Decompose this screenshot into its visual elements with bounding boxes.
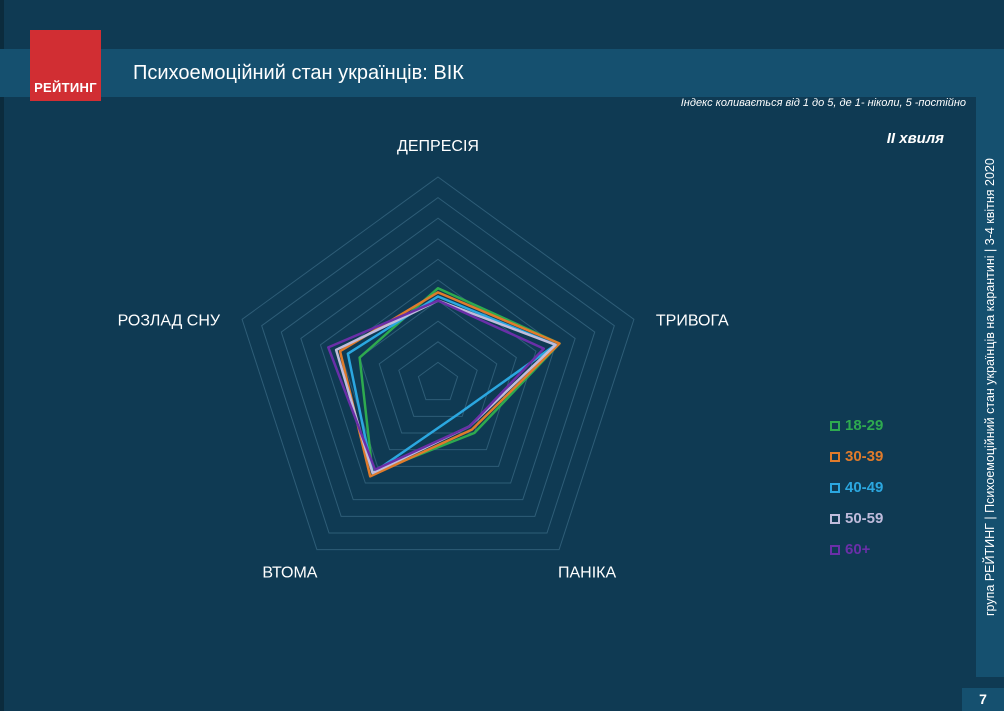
legend-swatch [830, 451, 840, 462]
legend-item-60+: 60+ [830, 534, 883, 565]
page-title: Психоемоційний стан українців: ВІК [133, 62, 464, 84]
header-band [0, 49, 1004, 97]
grid-ring-7 [300, 238, 576, 501]
axis-label-0: ДЕПРЕСІЯ [397, 138, 479, 155]
legend-item-18-29: 18-29 [830, 410, 883, 441]
legend-swatch [830, 420, 840, 431]
legend-label: 40-49 [845, 479, 884, 496]
series-60+-line [327, 299, 546, 471]
legend-item-40-49: 40-49 [830, 472, 883, 503]
grid-ring-4 [359, 299, 517, 451]
grid-ring-6 [319, 258, 557, 484]
legend-swatch [830, 513, 840, 524]
legend-swatch [830, 544, 840, 555]
rating-logo: РЕЙТИНГ [30, 30, 101, 101]
series-30-39-line [338, 291, 561, 478]
legend-item-50-59: 50-59 [830, 503, 883, 534]
left-edge-strip [0, 0, 4, 711]
page-number: 7 [962, 688, 1004, 711]
radar-axis-labels: ДЕПРЕСІЯ ТРИВОГА ПАНІКА ВТОМА РОЗЛАД СНУ [118, 138, 729, 582]
radar-grid [241, 176, 635, 551]
grid-ring-10 [241, 176, 635, 551]
legend-label: 30-39 [845, 448, 884, 465]
axis-label-1: ТРИВОГА [656, 312, 729, 329]
wave-label: ІІ хвиля [886, 130, 944, 147]
side-band [976, 97, 1004, 677]
legend-label: 50-59 [845, 510, 884, 527]
grid-ring-9 [261, 196, 615, 534]
chart-legend: 18-29 30-39 40-49 50-59 60+ [830, 410, 883, 565]
grid-ring-1 [417, 361, 459, 401]
grid-ring-3 [378, 320, 498, 434]
grid-ring-2 [398, 341, 478, 417]
legend-label: 60+ [845, 541, 871, 558]
legend-item-30-39: 30-39 [830, 441, 883, 472]
axis-label-2: ПАНІКА [558, 565, 616, 582]
legend-swatch [830, 482, 840, 493]
axis-label-4: РОЗЛАД СНУ [118, 312, 221, 329]
axis-label-3: ВТОМА [262, 565, 317, 582]
logo-text: РЕЙТИНГ [34, 80, 97, 95]
grid-ring-8 [280, 217, 596, 517]
radar-series [327, 286, 561, 478]
index-note: Індекс коливається від 1 до 5, де 1- нік… [680, 97, 966, 109]
legend-label: 18-29 [845, 417, 884, 434]
